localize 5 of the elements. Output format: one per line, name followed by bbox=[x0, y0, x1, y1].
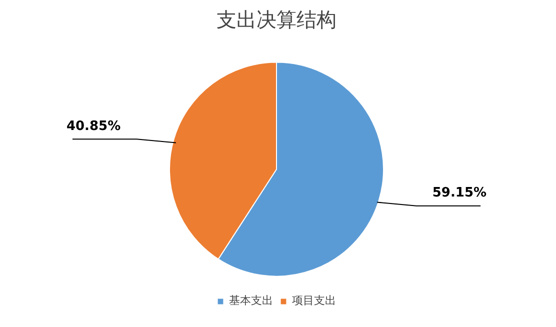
chart-title: 支出决算结构 bbox=[216, 8, 336, 32]
legend-label: 基本支出 bbox=[229, 293, 273, 308]
data-label: 59.15% bbox=[432, 186, 487, 201]
data-label: 40.85% bbox=[66, 118, 121, 134]
legend-label: 项目支出 bbox=[292, 293, 336, 308]
